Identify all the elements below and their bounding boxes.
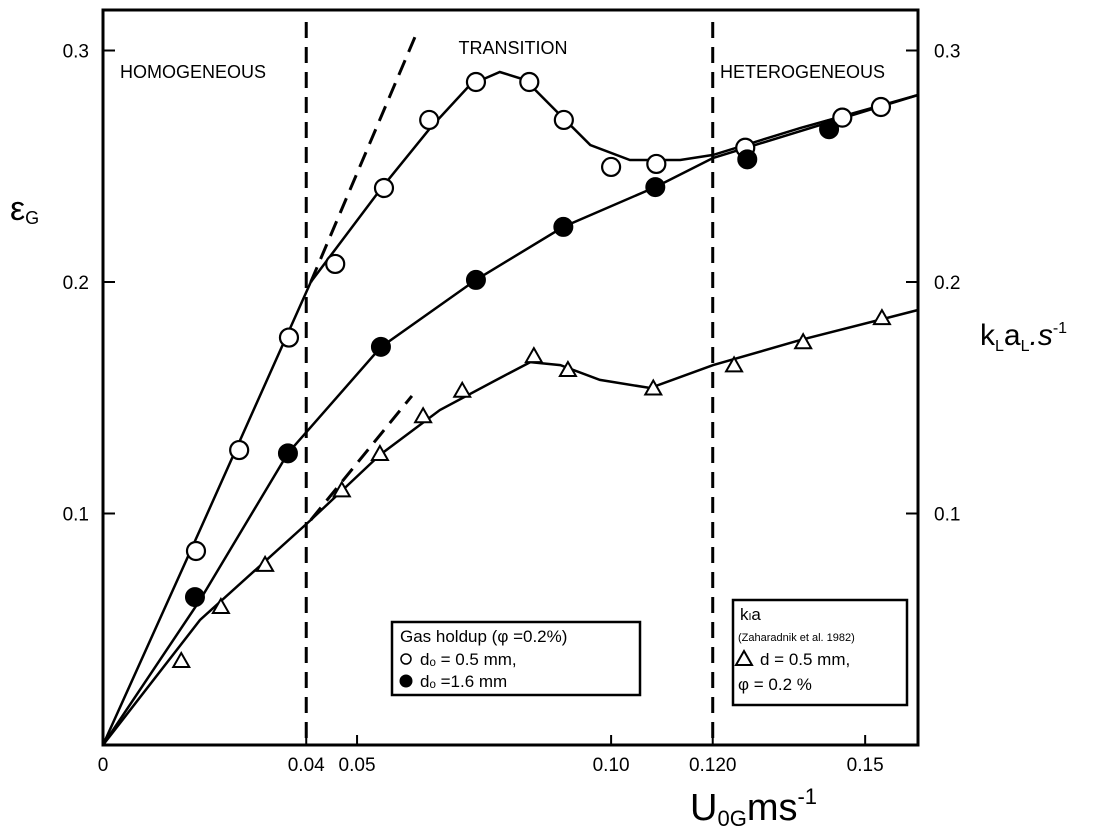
y2-tick-label: 0.3 — [934, 42, 960, 63]
legend-label: d = 0.5 mm, — [760, 650, 850, 669]
marker-triangle — [171, 650, 191, 668]
marker-open — [553, 109, 574, 131]
y2-label-part: .s — [1030, 319, 1053, 352]
regime-label: TRANSITION — [458, 38, 567, 58]
legend-label: dₒ =1.6 mm — [420, 672, 507, 691]
regime-label: HOMOGENEOUS — [120, 62, 266, 82]
legend-box — [390, 620, 642, 697]
marker-open — [400, 653, 412, 665]
legend-title: kₗa — [740, 605, 761, 624]
marker-filled — [553, 216, 574, 237]
y2-axis-label: kLaL.s-1 — [980, 319, 1067, 355]
marker-open — [373, 177, 395, 199]
legend-item: dₒ = 0.5 mm, — [400, 650, 517, 669]
legend-label: dₒ = 0.5 mm, — [420, 650, 517, 669]
legend-box — [731, 598, 909, 707]
extrapolation — [309, 394, 414, 521]
x-label-part: U — [690, 787, 717, 829]
marker-triangle — [734, 648, 754, 666]
x-label-sub: 0G — [717, 806, 746, 831]
marker-filled — [737, 149, 758, 170]
marker-filled — [465, 269, 486, 290]
marker-triangle — [211, 597, 231, 615]
marker-open — [185, 540, 207, 562]
marker-open — [646, 153, 667, 175]
y-tick-label: 0.1 — [63, 505, 89, 526]
legend-title: Gas holdup (φ =0.2%) — [400, 627, 567, 646]
marker-open — [229, 439, 250, 461]
marker-triangle — [793, 332, 813, 350]
marker-triangle — [558, 359, 578, 377]
marker-open — [870, 96, 892, 118]
marker-filled — [819, 119, 840, 140]
y-label-part: ε — [10, 190, 25, 228]
marker-triangle — [370, 443, 390, 462]
marker-open — [278, 327, 300, 348]
marker-filled — [645, 177, 666, 198]
y2-label-sub: L — [995, 338, 1004, 355]
marker-open — [519, 71, 540, 93]
x-tick-label: 0.120 — [689, 755, 737, 776]
y2-label-part: k — [980, 319, 996, 352]
x-label-sup: -1 — [797, 784, 817, 809]
y2-label-part: a — [1004, 319, 1021, 352]
legend-item: dₒ =1.6 mm — [399, 672, 507, 691]
marker-open — [325, 253, 346, 275]
marker-open — [601, 156, 622, 178]
marker-triangle — [524, 346, 544, 364]
y2-label-sup: -1 — [1053, 320, 1067, 337]
extrapolation — [309, 29, 420, 283]
y-axis-label: εG — [10, 190, 39, 228]
x-axis-label: U0Gms-1 — [690, 784, 817, 831]
marker-filled — [399, 674, 413, 688]
x-label-part: ms — [747, 787, 798, 829]
marker-filled — [370, 336, 391, 357]
plot-frame — [101, 8, 920, 747]
x-tick-label: 0 — [98, 755, 109, 776]
marker-triangle — [643, 378, 664, 396]
y-tick-label: 0.3 — [63, 42, 89, 63]
y-label-sub: G — [25, 208, 39, 228]
y2-tick-label: 0.2 — [934, 273, 960, 294]
x-tick-label: 0.15 — [847, 755, 884, 776]
marker-filled — [277, 443, 298, 464]
legend-extra: φ = 0.2 % — [738, 675, 812, 694]
marker-triangle — [724, 355, 744, 373]
regime-label: HETEROGENEOUS — [720, 62, 885, 82]
marker-triangle — [255, 554, 275, 572]
x-tick-label: 0.05 — [339, 755, 376, 776]
y2-tick-label: 0.1 — [934, 505, 960, 526]
x-tick-label: 0.04 — [288, 755, 325, 776]
legend-note: (Zaharadnik et al. 1982) — [738, 632, 855, 644]
marker-open — [832, 107, 853, 128]
marker-triangle — [332, 480, 352, 498]
y2-label-sub: L — [1021, 338, 1030, 355]
marker-triangle — [872, 308, 892, 326]
marker-open — [465, 71, 487, 93]
y-tick-label: 0.2 — [63, 273, 89, 294]
marker-open — [419, 109, 440, 131]
marker-triangle — [413, 406, 433, 424]
marker-filled — [184, 587, 205, 608]
marker-triangle — [452, 380, 472, 398]
x-tick-label: 0.10 — [593, 755, 630, 776]
